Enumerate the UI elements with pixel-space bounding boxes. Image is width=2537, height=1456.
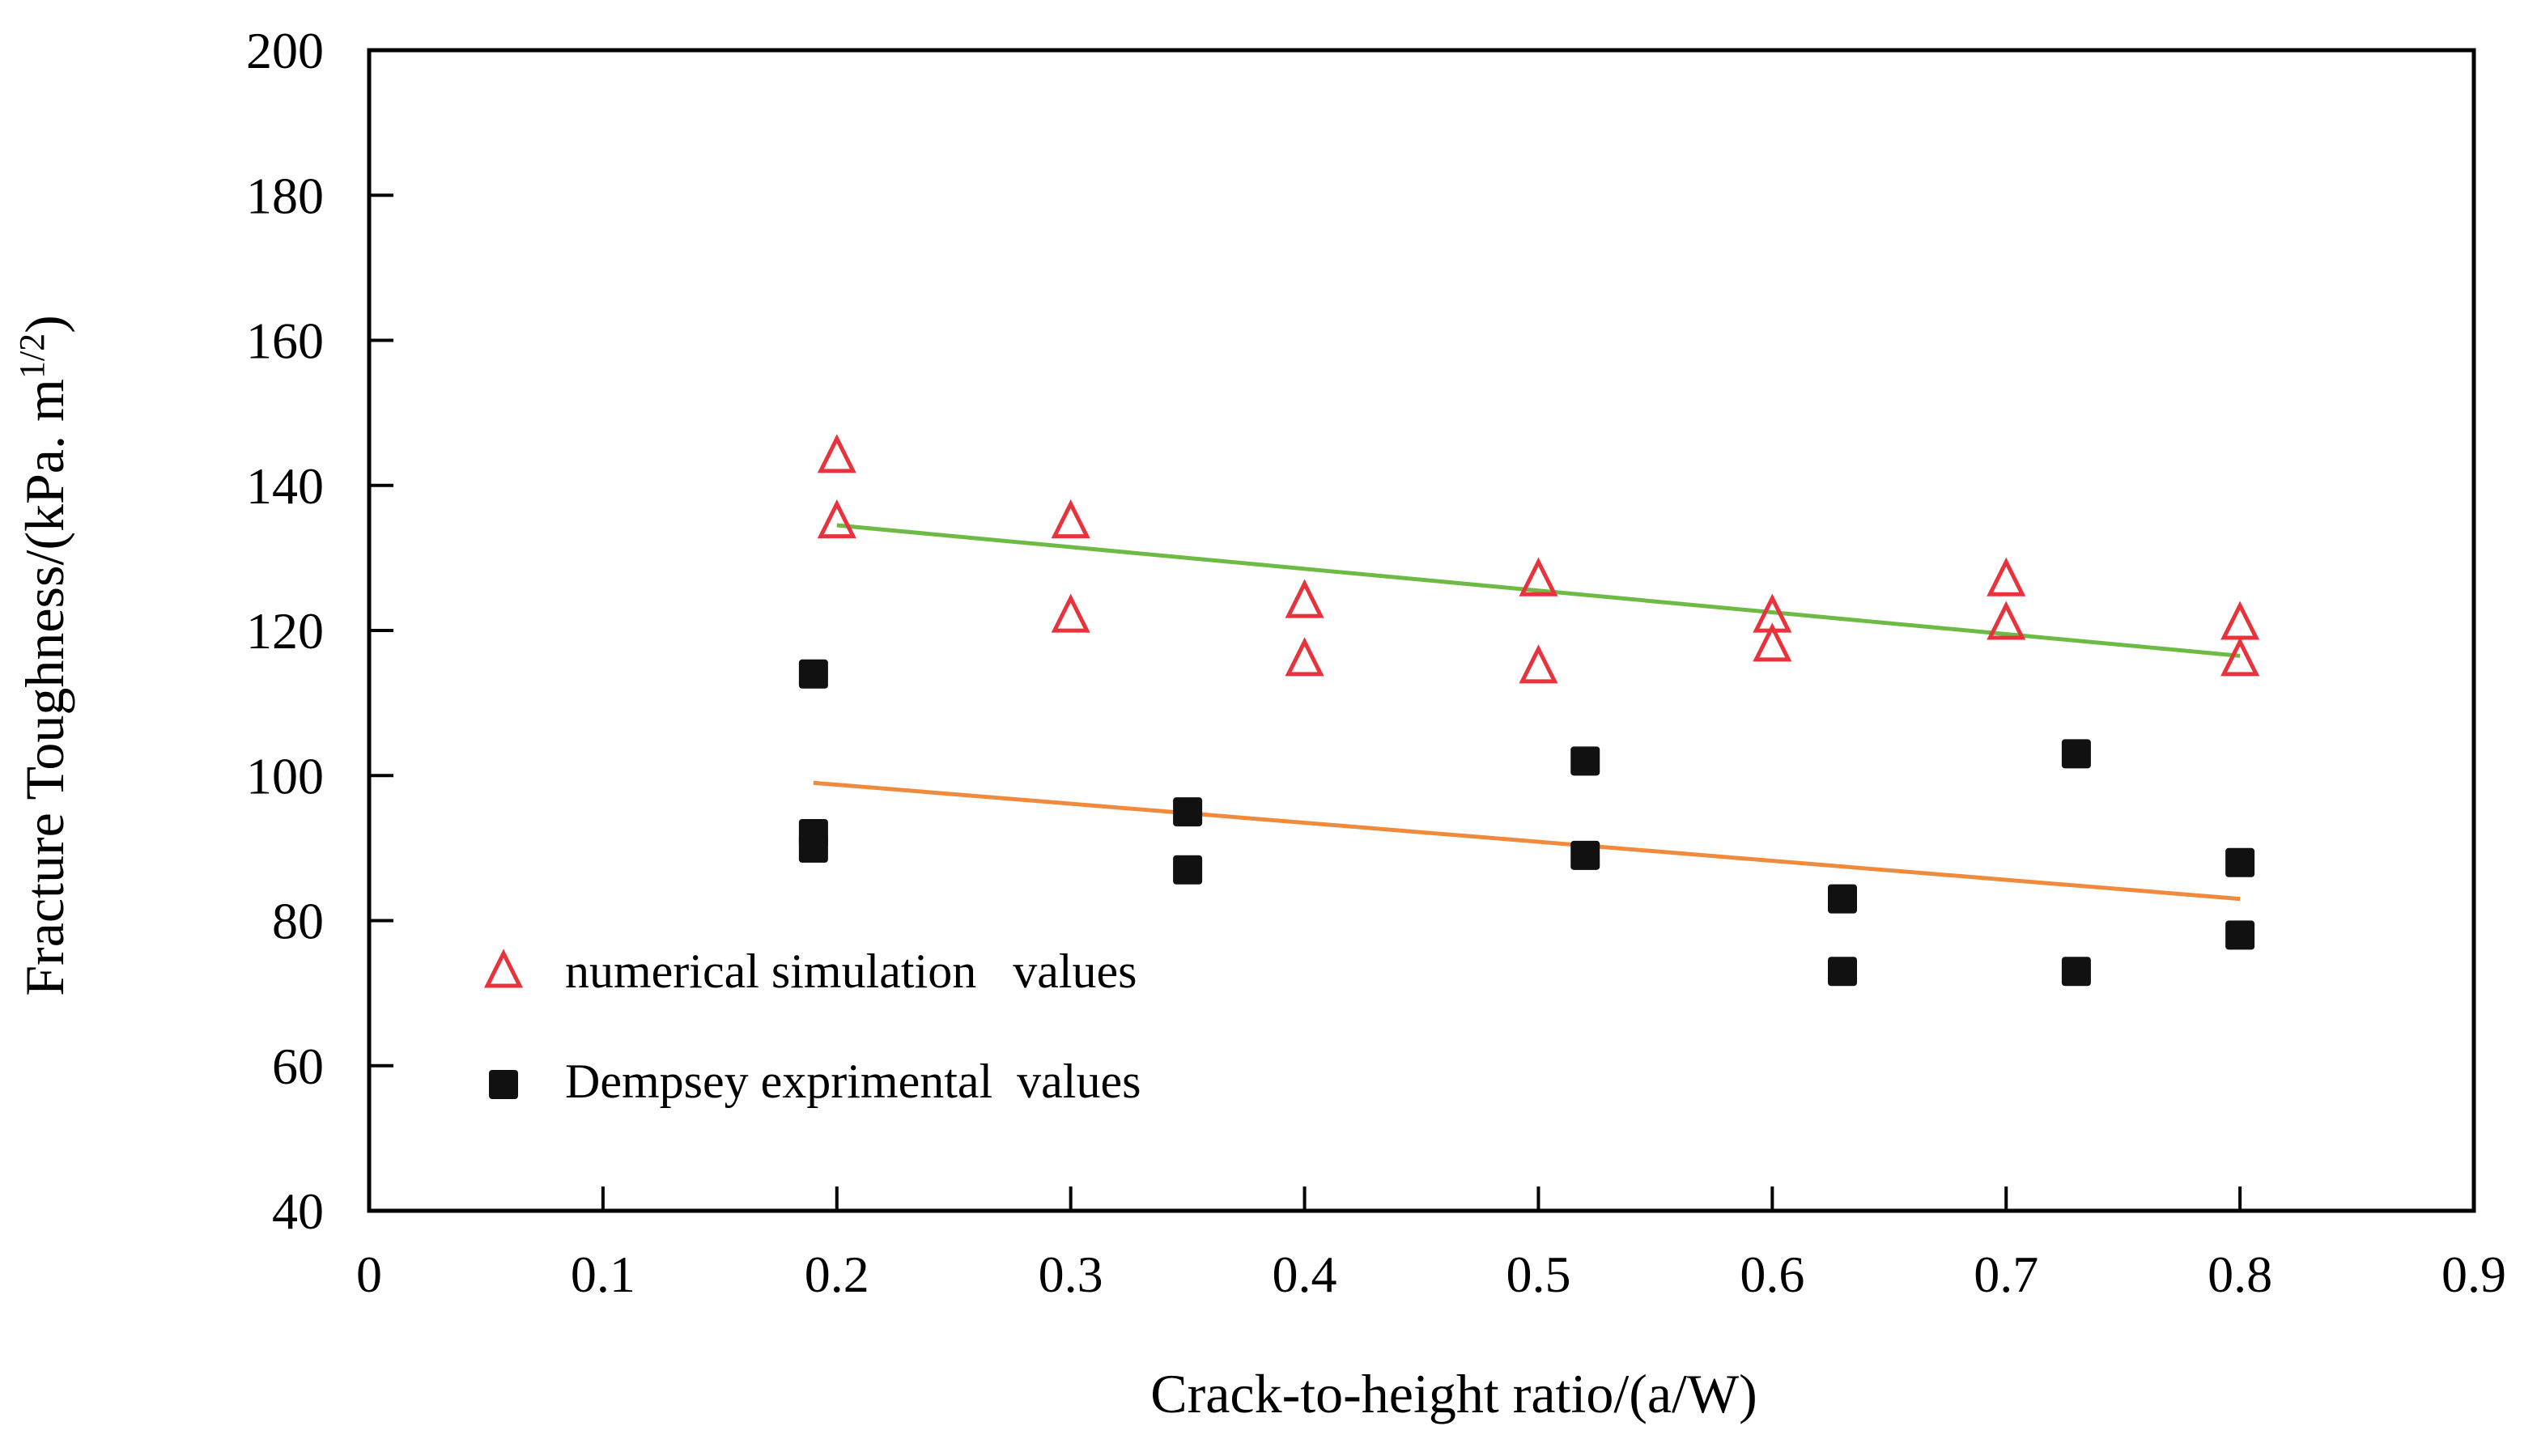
data-point-square [2061,957,2091,987]
data-point-square [2061,739,2091,769]
y-axis-title-superscript: 1/2 [12,333,52,379]
data-point-triangle [1285,637,1324,677]
y-tick-label: 100 [246,747,324,804]
data-point-square [1828,957,1857,987]
trendline [836,523,2241,658]
y-tick-label: 180 [246,167,324,224]
x-tick-label: 0.9 [2441,1246,2506,1303]
y-axis-title-main: Fracture Toughness/(kPa. m [14,379,75,996]
data-point-triangle [1519,557,1558,596]
legend-label: numerical simulation values [565,944,1137,998]
y-tick-label: 160 [246,312,324,370]
x-tick-label: 0.4 [1273,1246,1337,1303]
data-point-triangle [1285,579,1324,618]
y-tick-label: 120 [246,602,324,660]
data-point-triangle [2220,637,2260,677]
data-point-triangle [817,499,856,539]
x-tick-label: 0.1 [571,1246,635,1303]
y-tick-label: 200 [246,22,324,79]
y-tick-label: 60 [272,1038,324,1095]
x-tick-label: 0.6 [1740,1246,1804,1303]
legend-marker-square [489,1070,518,1099]
data-point-square [1828,884,1857,914]
data-point-triangle [1519,644,1558,684]
x-tick-label: 0.2 [805,1246,869,1303]
data-point-square [2225,847,2255,877]
y-axis-title: Fracture Toughness/(kPa. m1/2) [12,315,75,996]
data-point-triangle [1051,499,1090,539]
trendline [813,780,2241,902]
x-tick-label: 0.3 [1039,1246,1103,1303]
data-point-square [1173,855,1203,885]
x-tick-label: 0.5 [1506,1246,1570,1303]
data-point-square [798,833,828,863]
data-point-triangle [1987,557,2026,596]
y-axis-title-suffix: ) [14,315,75,333]
data-point-square [2225,920,2255,950]
data-point-square [1570,840,1600,870]
x-tick-label: 0.7 [1974,1246,2038,1303]
x-axis-title: Crack-to-height ratio/(a/W) [1150,1363,1757,1424]
x-tick-label: 0 [356,1246,382,1303]
data-point-triangle [1753,622,1792,662]
data-point-square [798,659,828,689]
y-tick-label: 80 [272,893,324,950]
data-point-square [1570,746,1600,776]
data-point-square [1173,797,1203,827]
x-tick-label: 0.8 [2208,1246,2272,1303]
data-point-triangle [1987,601,2026,640]
plot-area-frame [367,48,2476,1213]
data-point-triangle [1051,593,1090,633]
legend-label: Dempsey exprimental values [565,1055,1141,1108]
legend-marker-triangle [483,949,524,988]
y-tick-label: 40 [272,1182,324,1240]
y-tick-label: 140 [246,457,324,515]
data-point-triangle [817,434,856,473]
data-point-triangle [2220,601,2260,640]
